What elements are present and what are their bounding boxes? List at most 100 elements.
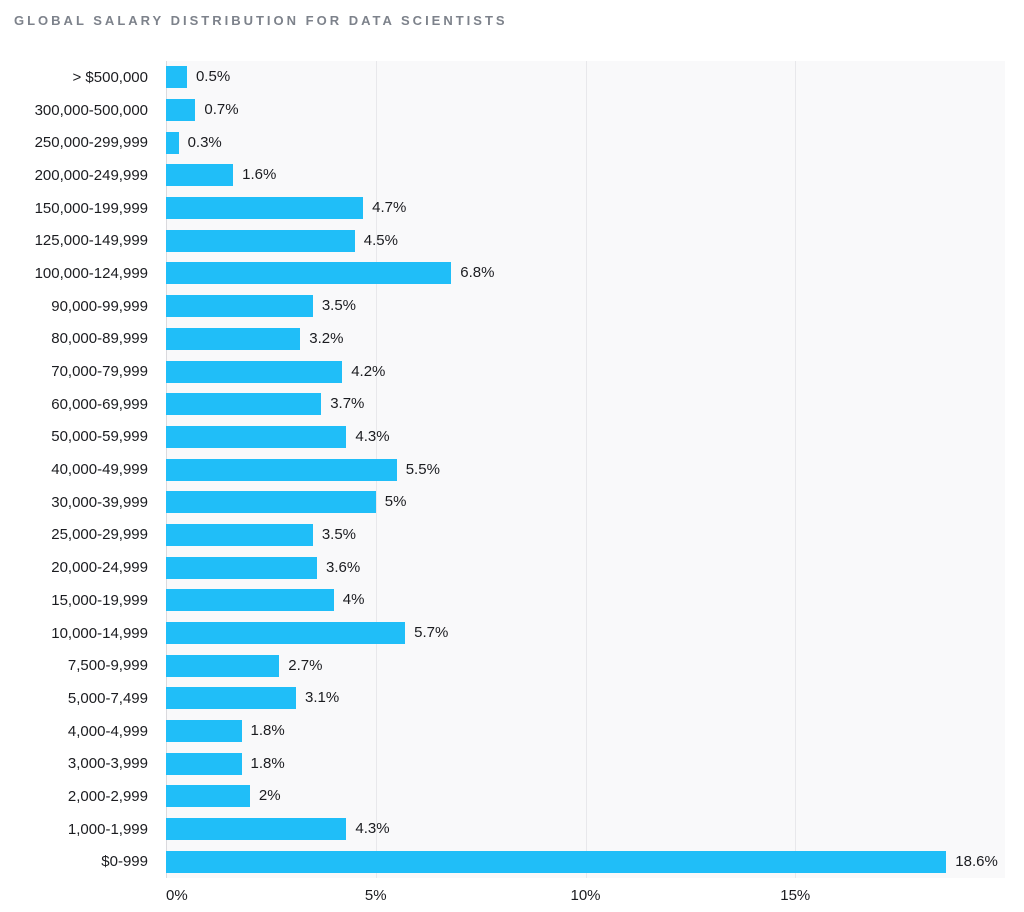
x-tick-label: 10% xyxy=(570,887,601,904)
bar-row: 20,000-24,999 3.6% xyxy=(0,551,1005,584)
value-label: 18.6% xyxy=(955,852,998,870)
bar xyxy=(166,295,313,318)
bar xyxy=(166,131,179,154)
bar-row: 250,000-299,999 0.3% xyxy=(0,126,1005,159)
bar-row: 300,000-500,000 0.7% xyxy=(0,94,1005,127)
bar-track: 3.7% xyxy=(166,393,1005,416)
bar-row: 2,000-2,999 2% xyxy=(0,780,1005,813)
bar-track: 5.5% xyxy=(166,458,1005,481)
bar-track: 4% xyxy=(166,589,1005,612)
bar xyxy=(166,66,187,89)
bar-track: 1.8% xyxy=(166,752,1005,775)
value-label: 4.3% xyxy=(355,427,390,445)
value-label: 3.6% xyxy=(326,558,361,576)
bar xyxy=(166,327,301,350)
category-label: 150,000-199,999 xyxy=(34,199,148,217)
x-tick-label: 15% xyxy=(780,887,811,904)
bar xyxy=(166,523,313,546)
category-label: 25,000-29,999 xyxy=(51,526,148,544)
category-label: 250,000-299,999 xyxy=(34,134,148,152)
bar-track: 3.6% xyxy=(166,556,1005,579)
bar-row: $0-999 18.6% xyxy=(0,846,1005,879)
category-label: 1,000-1,999 xyxy=(67,820,148,838)
bar-row: 15,000-19,999 4% xyxy=(0,584,1005,617)
bar-row: 50,000-59,999 4.3% xyxy=(0,421,1005,454)
category-label: 80,000-89,999 xyxy=(51,330,148,348)
bar-row: 60,000-69,999 3.7% xyxy=(0,388,1005,421)
value-label: 0.7% xyxy=(204,101,239,119)
bar xyxy=(166,752,242,775)
category-label: 200,000-249,999 xyxy=(34,166,148,184)
value-label: 3.5% xyxy=(321,297,357,315)
bar-track: 4.3% xyxy=(166,818,1005,841)
bar-track: 2% xyxy=(166,785,1005,808)
category-label: > $500,000 xyxy=(72,68,149,86)
category-label: 30,000-39,999 xyxy=(51,493,148,511)
bar-row: 100,000-124,999 6.8% xyxy=(0,257,1005,290)
bar xyxy=(166,785,250,808)
bar xyxy=(166,687,297,710)
bar-row: 125,000-149,999 4.5% xyxy=(0,224,1005,257)
category-label: 4,000-4,999 xyxy=(67,722,148,740)
bar xyxy=(166,99,196,122)
bar xyxy=(166,556,318,579)
bar-track: 1.8% xyxy=(166,720,1005,743)
category-label: $0-999 xyxy=(101,853,148,871)
bar-track: 3.1% xyxy=(166,687,1005,710)
category-label: 15,000-19,999 xyxy=(51,591,148,609)
bar-track: 3.5% xyxy=(166,295,1005,318)
bar-row: 70,000-79,999 4.2% xyxy=(0,355,1005,388)
bar-track: 18.6% xyxy=(166,850,1005,873)
value-label: 5.5% xyxy=(405,460,440,478)
bar xyxy=(166,589,334,612)
bar-track: 6.8% xyxy=(166,262,1005,285)
category-label: 2,000-2,999 xyxy=(67,787,148,805)
bar-row: 5,000-7,499 3.1% xyxy=(0,682,1005,715)
bar-track: 5% xyxy=(166,491,1005,514)
value-label: 3.2% xyxy=(309,329,344,347)
bar xyxy=(166,197,364,220)
category-label: 70,000-79,999 xyxy=(51,363,148,381)
category-label: 3,000-3,999 xyxy=(67,755,148,773)
value-label: 3.1% xyxy=(305,689,340,707)
category-label: 50,000-59,999 xyxy=(51,428,148,446)
bar xyxy=(166,262,452,285)
value-label: 4.2% xyxy=(351,362,386,380)
category-label: 125,000-149,999 xyxy=(34,232,148,250)
bar-row: 150,000-199,999 4.7% xyxy=(0,192,1005,225)
bar-track: 0.5% xyxy=(166,66,1005,89)
bar-track: 0.7% xyxy=(166,99,1005,122)
x-axis: 0% 5% 10% 15% xyxy=(166,878,1005,908)
bar-row: 80,000-89,999 3.2% xyxy=(0,323,1005,356)
bar-track: 4.5% xyxy=(166,229,1005,252)
category-label: 40,000-49,999 xyxy=(51,461,148,479)
bar-row: 7,500-9,999 2.7% xyxy=(0,649,1005,682)
value-label: 4% xyxy=(342,591,365,609)
bar xyxy=(166,393,322,416)
category-label: 300,000-500,000 xyxy=(34,101,148,119)
bar-row: 1,000-1,999 4.3% xyxy=(0,813,1005,846)
category-label: 60,000-69,999 xyxy=(51,395,148,413)
bar-track: 2.7% xyxy=(166,654,1005,677)
x-tick-label: 0% xyxy=(166,887,188,904)
category-label: 5,000-7,499 xyxy=(67,689,148,707)
value-label: 1.6% xyxy=(242,166,277,184)
value-label: 0.5% xyxy=(195,68,231,86)
bar-track: 4.2% xyxy=(166,360,1005,383)
bar xyxy=(166,360,343,383)
bar-row: 25,000-29,999 3.5% xyxy=(0,519,1005,552)
bar-row: > $500,000 0.5% xyxy=(0,61,1005,94)
bar xyxy=(166,164,234,187)
category-label: 90,000-99,999 xyxy=(51,297,148,315)
bar-row: 40,000-49,999 5.5% xyxy=(0,453,1005,486)
bar-track: 3.2% xyxy=(166,327,1005,350)
bar-row: 200,000-249,999 1.6% xyxy=(0,159,1005,192)
chart-title: GLOBAL SALARY DISTRIBUTION FOR DATA SCIE… xyxy=(14,13,508,28)
bar xyxy=(166,818,347,841)
bar-rows: > $500,000 0.5% 300,000-500,000 0.7% 250,000… xyxy=(0,61,1005,878)
bar xyxy=(166,720,242,743)
bar-track: 5.7% xyxy=(166,622,1005,645)
value-label: 6.8% xyxy=(460,264,495,282)
value-label: 3.7% xyxy=(330,395,365,413)
